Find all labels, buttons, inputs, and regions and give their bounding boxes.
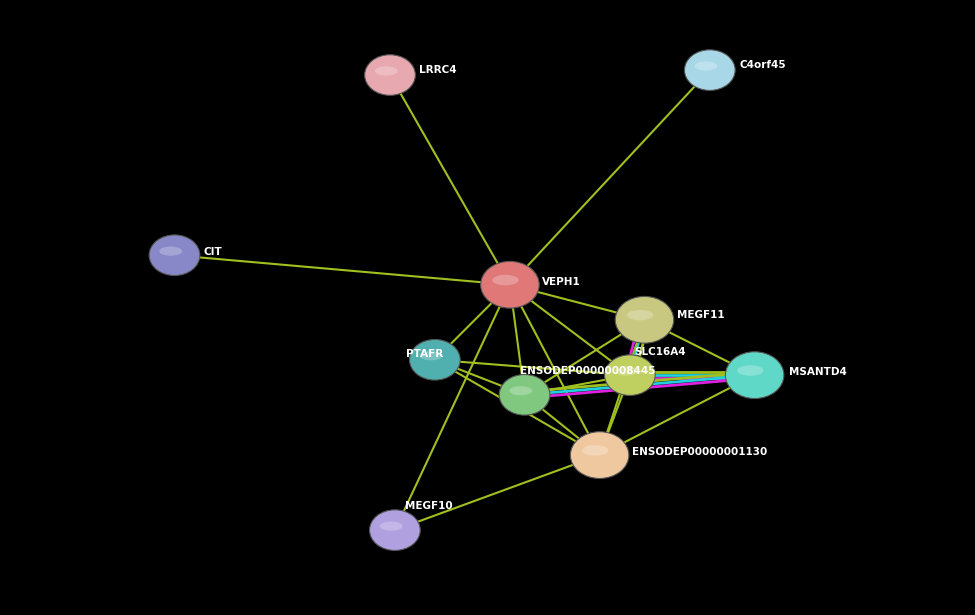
Ellipse shape [410,339,460,380]
Ellipse shape [481,261,539,308]
Ellipse shape [627,310,653,320]
Text: VEPH1: VEPH1 [542,277,581,287]
Ellipse shape [737,365,763,376]
Text: SLC16A4: SLC16A4 [635,347,686,357]
Ellipse shape [684,50,735,90]
Ellipse shape [419,351,443,360]
Text: MEGF11: MEGF11 [677,310,724,320]
Text: CIT: CIT [204,247,222,257]
Ellipse shape [159,247,182,256]
Ellipse shape [725,352,784,399]
Text: PTAFR: PTAFR [406,349,443,359]
Ellipse shape [379,522,403,531]
Ellipse shape [492,275,519,285]
Text: ENSODEP00000008445: ENSODEP00000008445 [520,367,655,376]
Ellipse shape [614,367,638,376]
Text: MEGF10: MEGF10 [405,501,452,510]
Ellipse shape [149,235,200,276]
Ellipse shape [374,66,398,76]
Text: ENSODEP00000001130: ENSODEP00000001130 [632,447,767,457]
Ellipse shape [499,375,550,415]
Ellipse shape [615,296,674,343]
Ellipse shape [582,445,608,456]
Ellipse shape [694,62,718,71]
Text: LRRC4: LRRC4 [419,65,457,75]
Ellipse shape [570,432,629,478]
Ellipse shape [365,55,415,95]
Ellipse shape [509,386,532,395]
Ellipse shape [604,355,655,395]
Text: C4orf45: C4orf45 [739,60,786,70]
Text: MSANTD4: MSANTD4 [789,367,846,377]
Ellipse shape [370,510,420,550]
